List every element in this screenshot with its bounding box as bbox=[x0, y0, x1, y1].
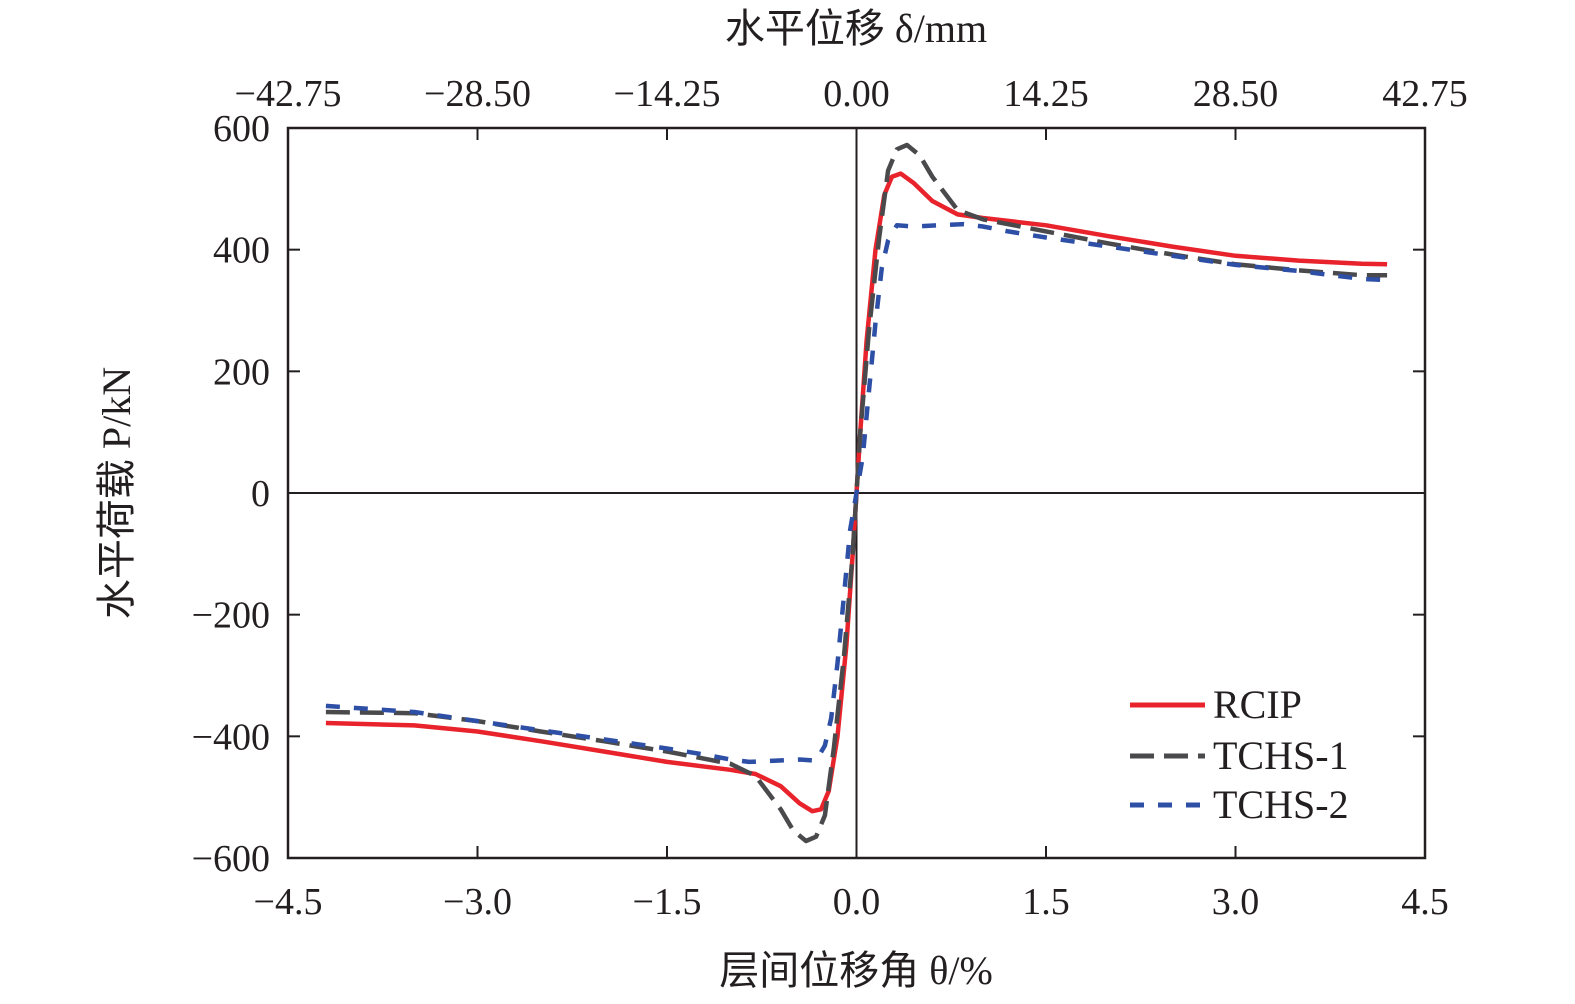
x-tick-label: −3.0 bbox=[443, 881, 512, 923]
y-tick-label: −400 bbox=[192, 716, 270, 758]
top-x-axis-title: 水平位移 δ/mm bbox=[725, 6, 987, 51]
y-tick-label: 200 bbox=[213, 351, 270, 393]
top-x-tick-label: 0.00 bbox=[823, 73, 890, 115]
x-tick-label: 4.5 bbox=[1401, 881, 1449, 923]
y-axis-title: 水平荷载 P/kN bbox=[94, 367, 139, 619]
top-x-tick-label: 14.25 bbox=[1003, 73, 1089, 115]
x-tick-label: 0.0 bbox=[833, 881, 881, 923]
y-tick-label: 600 bbox=[213, 108, 270, 150]
ticks-layer: −4.5 −3.0 −1.5 0.0 1.5 3.0 4.5 −42.75 −28.50 −14.… bbox=[192, 73, 1468, 923]
series-line-tchs-1 bbox=[325, 142, 1388, 844]
y-tick-label: −600 bbox=[192, 838, 270, 880]
top-x-tick-label: −14.25 bbox=[614, 73, 721, 115]
top-x-tick-label: −42.75 bbox=[235, 73, 342, 115]
legend-label-tchs-1: TCHS-1 bbox=[1213, 733, 1349, 778]
x-tick-label: 3.0 bbox=[1212, 881, 1260, 923]
top-x-tick-label: −28.50 bbox=[424, 73, 531, 115]
x-tick-label: −1.5 bbox=[633, 881, 702, 923]
legend-label-rcip: RCIP bbox=[1213, 682, 1302, 727]
y-tick-label: −200 bbox=[192, 595, 270, 637]
legend-label-tchs-2: TCHS-2 bbox=[1213, 782, 1349, 827]
y-tick-label: 400 bbox=[213, 230, 270, 272]
y-tick-label: 0 bbox=[251, 473, 270, 515]
top-x-tick-label: 42.75 bbox=[1382, 73, 1468, 115]
x-axis-title: 层间位移角 θ/% bbox=[719, 948, 993, 993]
legend: RCIP TCHS-1 TCHS-2 bbox=[1130, 682, 1349, 827]
x-tick-label: 1.5 bbox=[1022, 881, 1070, 923]
top-x-tick-label: 28.50 bbox=[1193, 73, 1279, 115]
series-line-tchs-2 bbox=[325, 221, 1388, 765]
series-layer bbox=[325, 142, 1388, 844]
x-tick-label: −4.5 bbox=[254, 881, 323, 923]
